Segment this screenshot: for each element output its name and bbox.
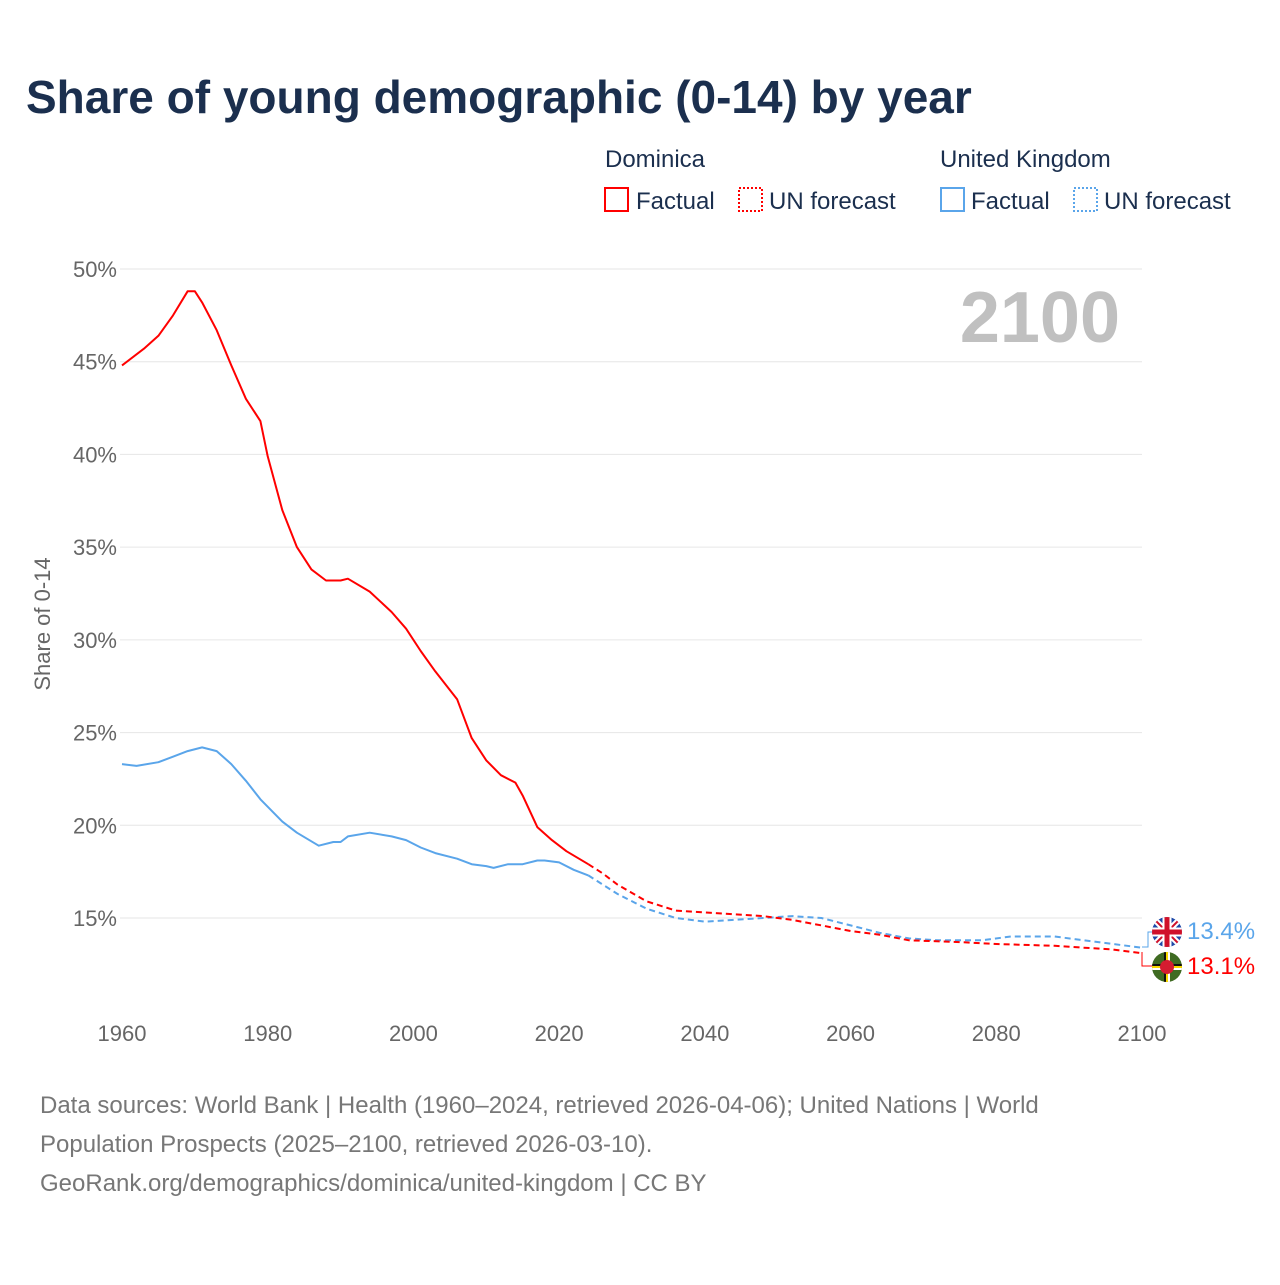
end-labels: 13.4% 13.1% [1141, 917, 1255, 982]
y-axis-ticks: 15% 20% 25% 30% 35% 40% 45% 50% [73, 257, 117, 931]
y-axis-label: Share of 0-14 [30, 557, 55, 690]
legend-label-dominica-factual[interactable]: Factual [636, 188, 715, 215]
dominica-flag-icon [1152, 952, 1182, 982]
y-tick-label: 15% [73, 906, 117, 931]
x-axis-ticks: 1960 1980 2000 2020 2040 2060 2080 2100 [98, 1021, 1167, 1046]
x-tick-label: 2000 [389, 1021, 438, 1046]
united-kingdom-forecast-line [587, 874, 1143, 949]
dominica-leader-line [1141, 952, 1152, 967]
dominica-factual-line [121, 290, 589, 866]
legend-swatch-uk-forecast [1073, 187, 1098, 212]
year-overlay: 2100 [960, 278, 1120, 358]
x-tick-label: 1960 [98, 1021, 147, 1046]
uk-leader-line [1142, 931, 1152, 948]
x-tick-label: 2100 [1118, 1021, 1167, 1046]
uk-end-value: 13.4% [1187, 918, 1255, 945]
chart-title: Share of young demographic (0-14) by yea… [26, 71, 972, 123]
x-tick-label: 2060 [826, 1021, 875, 1046]
legend-swatch-uk-factual [940, 187, 965, 212]
y-tick-label: 25% [73, 721, 117, 746]
legend-group-uk: United Kingdom [940, 146, 1111, 173]
uk-flag-icon [1152, 917, 1182, 947]
series-lines [121, 290, 1143, 955]
y-tick-label: 35% [73, 535, 117, 560]
legend-label-uk-forecast[interactable]: UN forecast [1104, 188, 1231, 215]
x-tick-label: 2020 [535, 1021, 584, 1046]
source-line-2: Population Prospects (2025–2100, retriev… [40, 1131, 652, 1158]
dominica-forecast-line [587, 863, 1143, 955]
gridlines [120, 268, 1142, 919]
legend-label-dominica-forecast[interactable]: UN forecast [769, 188, 896, 215]
x-tick-label: 1980 [243, 1021, 292, 1046]
legend-swatch-dominica-factual [604, 187, 629, 212]
y-tick-label: 50% [73, 257, 117, 282]
y-tick-label: 45% [73, 350, 117, 375]
legend-group-dominica: Dominica [605, 146, 706, 173]
x-tick-label: 2080 [972, 1021, 1021, 1046]
united-kingdom-factual-line [121, 746, 589, 877]
x-tick-label: 2040 [680, 1021, 729, 1046]
legend-swatch-dominica-forecast [738, 187, 763, 212]
legend: Dominica Factual UN forecast United King… [604, 146, 1231, 215]
legend-label-uk-factual[interactable]: Factual [971, 188, 1050, 215]
y-tick-label: 40% [73, 442, 117, 467]
dominica-end-value: 13.1% [1187, 953, 1255, 980]
footer: Data sources: World Bank | Health (1960–… [40, 1092, 1039, 1197]
y-tick-label: 20% [73, 813, 117, 838]
source-line-1: Data sources: World Bank | Health (1960–… [40, 1092, 1039, 1119]
source-link[interactable]: GeoRank.org/demographics/dominica/united… [40, 1170, 707, 1197]
y-tick-label: 30% [73, 628, 117, 653]
